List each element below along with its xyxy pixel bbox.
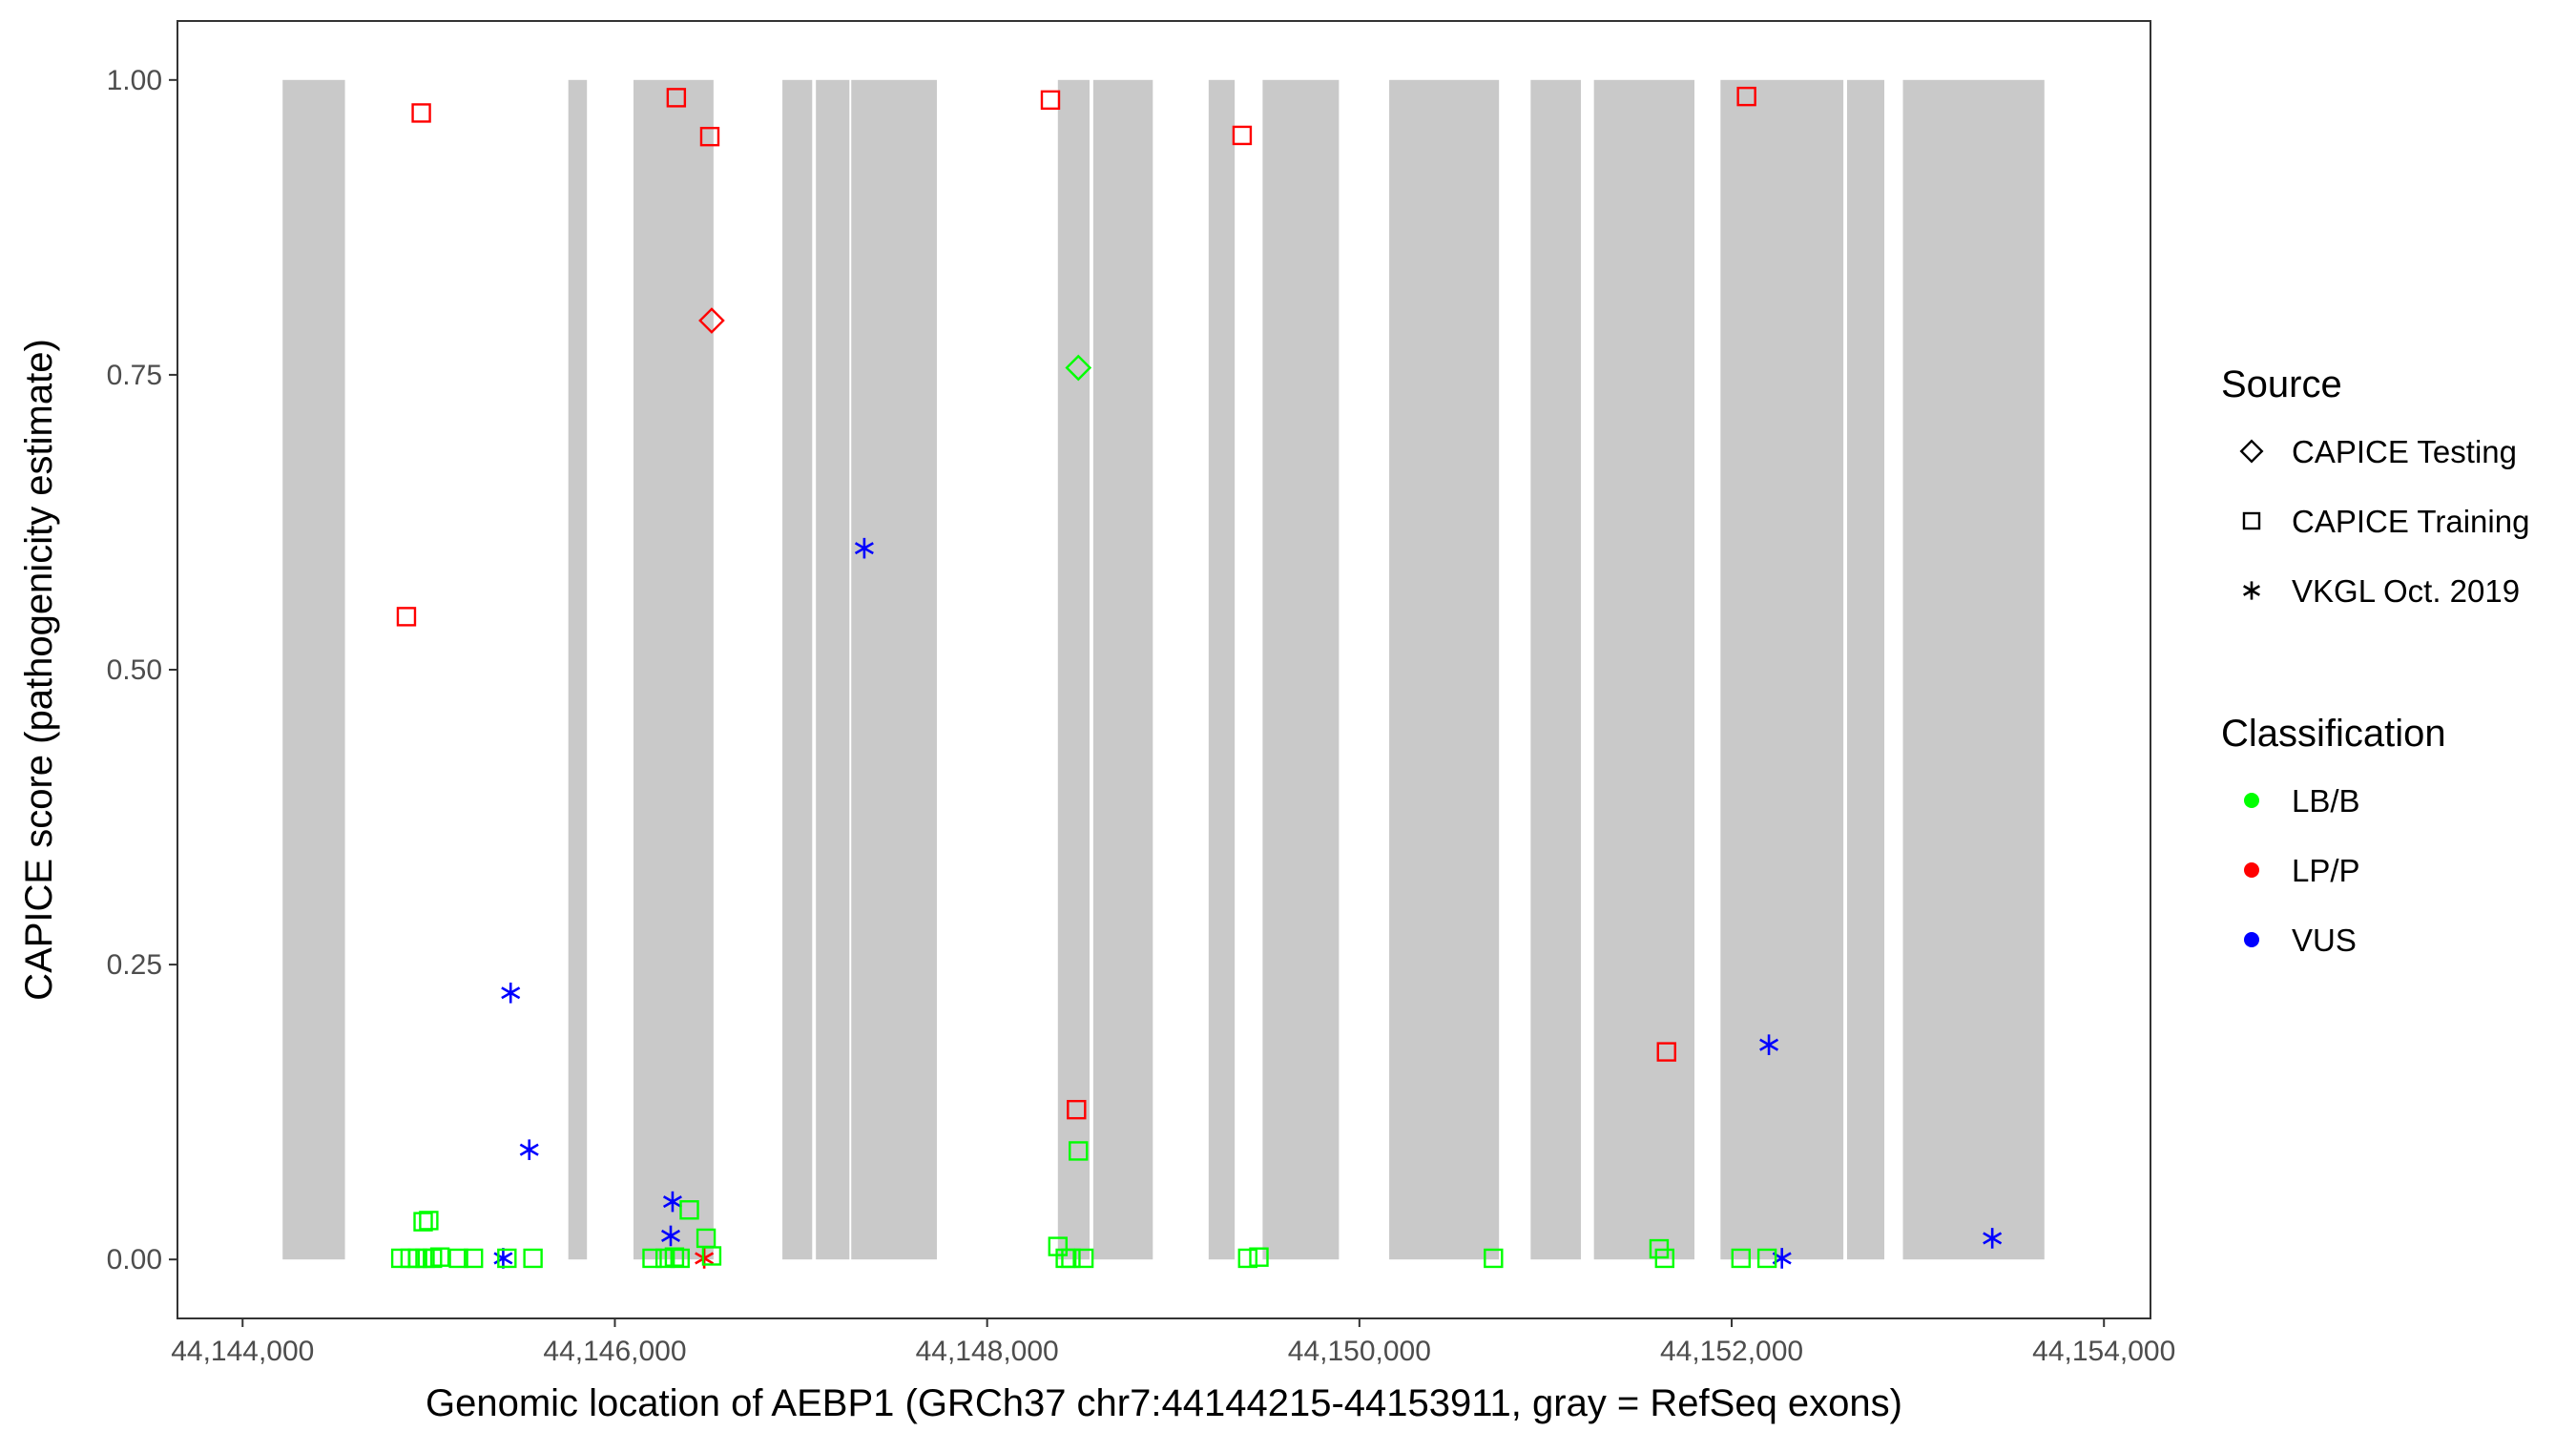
legend-class-label: VUS [2292,923,2357,958]
exon-block [1262,79,1340,1260]
exon-block [782,79,813,1260]
data-point [699,126,720,147]
x-tick-label: 44,154,000 [2032,1336,2175,1367]
data-point [701,1246,722,1266]
data-point [1061,1248,1081,1269]
legend-class-label: LB/B [2292,783,2360,819]
data-point [1073,1248,1094,1269]
data-point [413,1212,433,1232]
data-point [1736,86,1756,107]
legend-source-key [2239,439,2264,464]
data-point [1237,1248,1257,1269]
data-point [396,607,417,627]
data-point [1654,1248,1675,1269]
data-point [1069,1141,1089,1161]
legend-source-label: VKGL Oct. 2019 [2292,573,2520,609]
data-point [1040,90,1061,111]
legend-source-key [2243,581,2260,600]
data-point [501,982,521,1004]
data-point [666,88,687,108]
x-tick-label: 44,146,000 [543,1336,686,1367]
data-point [497,1248,517,1269]
exon-block [1208,79,1236,1260]
data-point [464,1248,484,1269]
y-axis-title: CAPICE score (pathogenicity estimate) [18,339,60,1001]
data-point [1484,1248,1504,1269]
exon-block [1593,79,1695,1260]
y-tick-label: 0.75 [107,360,162,391]
legend-class-items: LB/B LP/P VUS [2244,783,2360,958]
exon-block [1389,79,1500,1260]
legend-source-key [2242,511,2261,530]
legend-class-label: LP/P [2292,853,2360,888]
exon-block [1902,79,2045,1260]
x-tick-label: 44,144,000 [171,1336,314,1367]
data-point [662,1191,682,1213]
data-point [1756,1248,1777,1269]
exon-block [1092,79,1153,1260]
legend-source-label: CAPICE Training [2292,504,2529,539]
exon-layer [282,79,2045,1260]
y-tick-label: 1.00 [107,65,162,96]
data-point [1731,1248,1751,1269]
exon-block [568,79,588,1260]
legend-class-key [2244,862,2259,878]
y-tick-label: 0.50 [107,654,162,686]
data-point [679,1200,699,1220]
data-point [1067,1099,1087,1120]
exon-block [282,79,345,1260]
exon-block [1846,79,1885,1260]
data-point [660,1225,681,1247]
exon-block [1057,79,1090,1260]
legend-source-items: CAPICE Testing CAPICE Training VKGL Oct. 2… [2239,434,2529,609]
x-tick-label: 44,150,000 [1288,1336,1431,1367]
x-tick-label: 44,148,000 [916,1336,1059,1367]
data-point [419,1211,439,1231]
y-axis: 0.00 0.25 0.50 0.75 1.00 [107,65,177,1275]
x-axis: 44,144,000 44,146,000 44,148,000 44,150,000… [171,1318,2175,1367]
exon-block [1530,79,1582,1260]
legend-class-key [2244,793,2259,808]
exon-block [1720,79,1844,1260]
legend: Source CAPICE Testing CAPICE Training VKGL… [2221,363,2529,958]
legend-source-title: Source [2221,363,2342,405]
data-point [1232,125,1253,146]
x-axis-title: Genomic location of AEBP1 (GRCh37 chr7:4… [426,1382,1902,1424]
data-point [1983,1228,2003,1249]
data-point [411,103,431,123]
data-point [448,1248,468,1269]
data-point [519,1139,539,1160]
exon-block [851,79,937,1260]
exon-block [633,79,714,1260]
data-point [698,307,725,334]
y-tick-label: 0.25 [107,949,162,981]
exon-block [816,79,850,1260]
data-point [1656,1042,1676,1062]
y-tick-label: 0.00 [107,1244,162,1275]
data-point [523,1248,543,1269]
data-point [1249,1247,1269,1267]
data-point [1065,354,1092,382]
data-point [664,1247,685,1267]
data-point [429,1247,450,1267]
legend-class-key [2244,932,2259,947]
data-point [642,1248,662,1269]
data-point [854,537,874,559]
x-tick-label: 44,152,000 [1660,1336,1803,1367]
legend-source-label: CAPICE Testing [2292,434,2517,469]
data-point [670,1248,690,1269]
point-layer [390,86,2003,1269]
legend-class-title: Classification [2221,713,2446,755]
data-point [1759,1034,1779,1055]
